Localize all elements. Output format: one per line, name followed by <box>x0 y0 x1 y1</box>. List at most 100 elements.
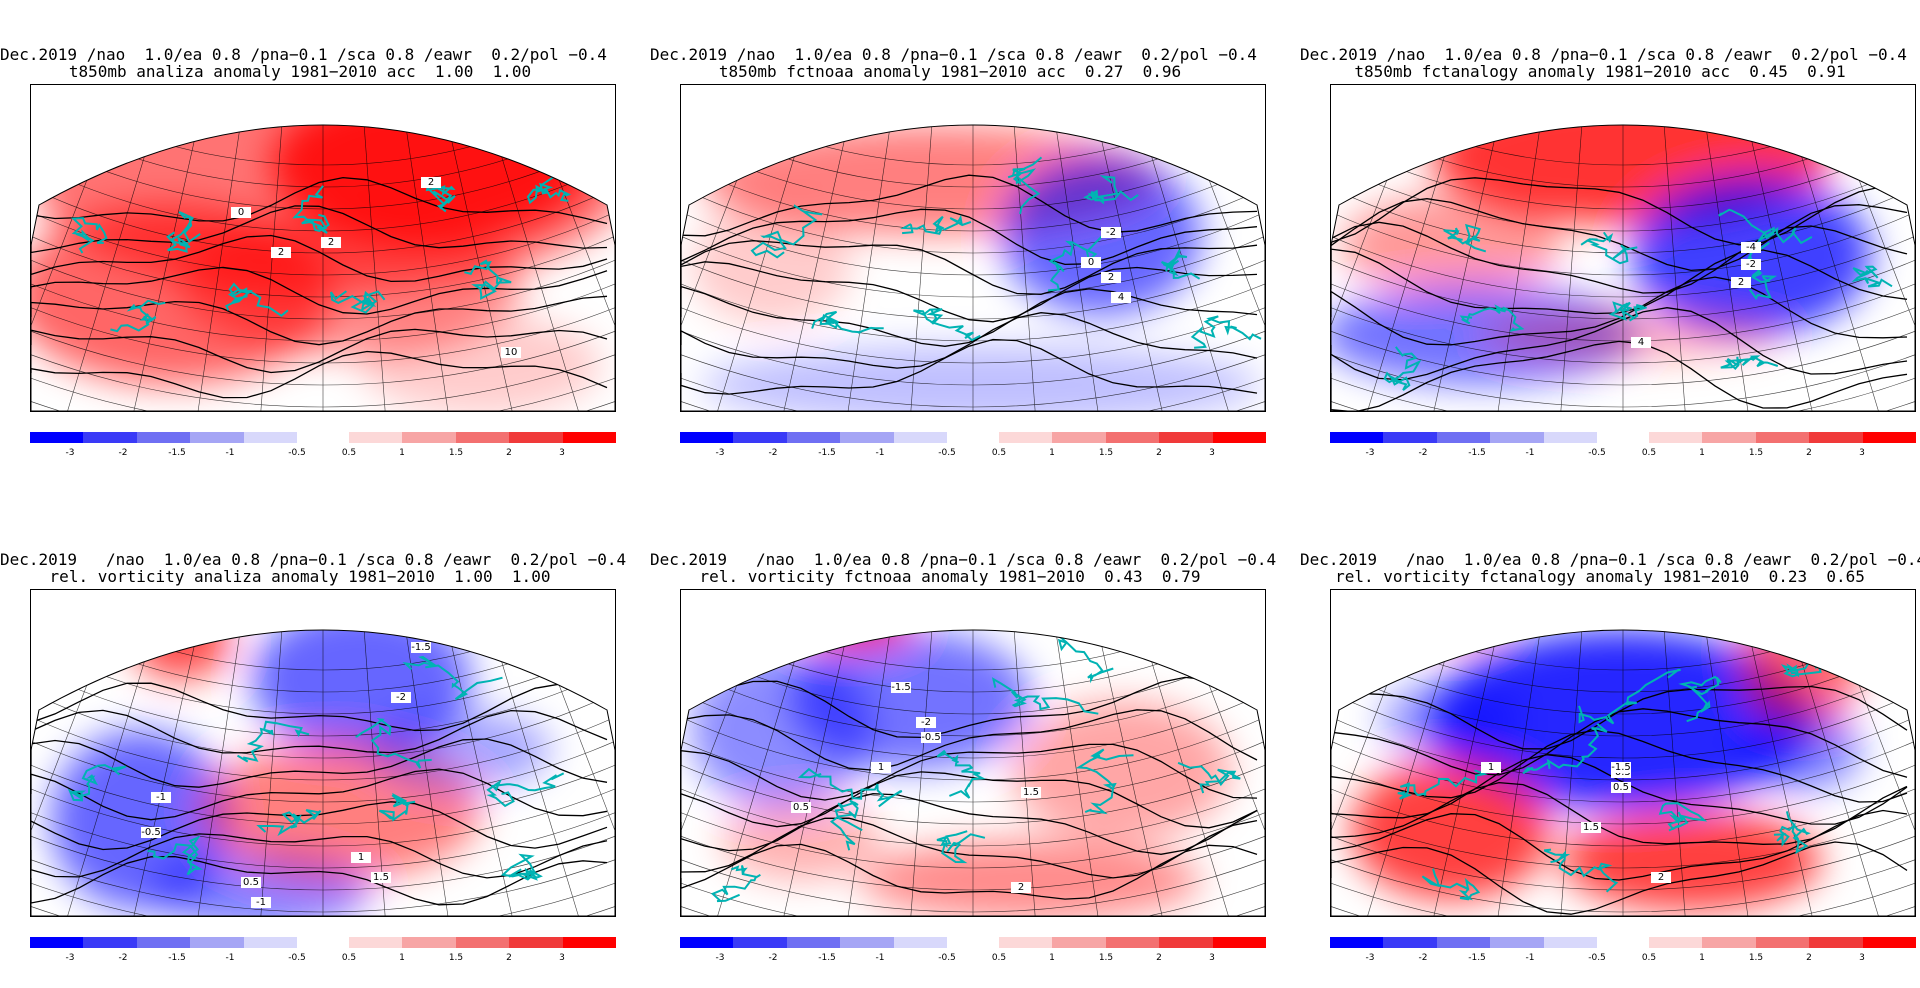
colorbar-tick-label: 3 <box>1209 953 1215 963</box>
contour-label-bg <box>321 237 341 248</box>
panel-title-line1: Dec.2019 /nao 1.0/ea 0.8 /pna−0.1 /sca 0… <box>1300 550 1920 569</box>
colorbar-tick-label: 2 <box>506 448 512 458</box>
colorbar-segment-positive <box>1052 432 1106 443</box>
colorbar-tick-label: 1 <box>1049 448 1055 458</box>
colorbar-tick-label: 1.5 <box>1748 953 1764 963</box>
anomaly-region-warm <box>1351 760 1551 900</box>
panel-title-line2: t850mb analiza anomaly 1981−2010 acc 1.0… <box>68 62 532 81</box>
anomaly-map: -0.5-1.50.511.52 <box>1330 589 1916 917</box>
colorbar-tick-label: -2 <box>768 448 778 458</box>
contour-label: 2 <box>428 177 434 188</box>
contour-label: 0 <box>238 207 244 218</box>
panel-title-line1: Dec.2019 /nao 1.0/ea 0.8 /pna−0.1 /sca 0… <box>1300 45 1907 64</box>
contour-label-bg <box>1581 822 1601 833</box>
contour-label: 2 <box>1658 872 1664 883</box>
colorbar-tick-label: -1.5 <box>1468 448 1486 458</box>
contour-label: -4 <box>1746 242 1756 253</box>
colorbar: -3 -2 -1.5 -1 -0.5 0.5 1 1.5 2 3 <box>30 937 616 967</box>
anomaly-region-warm <box>271 125 591 245</box>
colorbar-tick-label: 2 <box>506 953 512 963</box>
anomaly-region-cold <box>691 650 871 810</box>
colorbar-segment-positive <box>1052 937 1106 948</box>
contour-label: -2 <box>1746 259 1756 270</box>
colorbar-segment-positive <box>1809 432 1863 443</box>
contour-label: 4 <box>1638 337 1644 348</box>
coastlines <box>710 630 1241 903</box>
colorbar-tick-label: -3 <box>1365 953 1375 963</box>
contour-label-bg <box>1481 762 1501 773</box>
contour-label-bg <box>501 347 521 358</box>
contour-label: -1.5 <box>411 642 431 653</box>
colorbar-segment-negative <box>1436 432 1491 443</box>
anomaly-region-cold <box>1741 710 1861 790</box>
colorbar-tick-label: 0.5 <box>1641 448 1657 458</box>
colorbar-tick-label: 1.5 <box>448 953 464 963</box>
colorbar-segment-positive <box>562 432 616 443</box>
graticule <box>1331 630 1915 916</box>
colorbar-tick-label: 2 <box>1806 953 1812 963</box>
colorbar-tick-label: -3 <box>715 448 725 458</box>
contour-label-bg <box>1611 762 1631 773</box>
colorbar-segment-negative <box>30 937 84 948</box>
anomaly-map: -1.5 -2 -1 -0.5 -1 0.5 1 1.5 <box>30 589 616 917</box>
anomaly-region-warm <box>1741 630 1861 730</box>
map-panel-vort-fctanalogy: Dec.2019 /nao 1.0/ea 0.8 /pna−0.1 /sca 0… <box>1300 505 1920 975</box>
contour-lines <box>1331 177 1908 411</box>
colorbar-tick-label: 1 <box>1049 953 1055 963</box>
contour-label-bg <box>1651 872 1671 883</box>
contour-label: 1 <box>878 762 884 773</box>
colorbar-segment-negative <box>680 432 734 443</box>
colorbar-segment-negative <box>243 432 297 443</box>
contour-label-bg <box>871 762 891 773</box>
colorbar-tick-label: 0.5 <box>991 953 1007 963</box>
colorbar-tick-label: 0.5 <box>341 448 357 458</box>
map-domain-outline <box>1331 124 1915 411</box>
map-domain-outline <box>681 124 1265 411</box>
contour-label-bg <box>1741 259 1761 270</box>
panel-title-line1: Dec.2019 /nao 1.0/ea 0.8 /pna−0.1 /sca 0… <box>0 550 627 569</box>
contour-label-bg <box>1741 242 1761 253</box>
colorbar-tick-label: -2 <box>118 448 128 458</box>
coastlines <box>67 655 565 881</box>
colorbar: -3 -2 -1.5 -1 -0.5 0.5 1 1.5 2 3 <box>1330 937 1916 967</box>
colorbar-segment-negative <box>893 937 947 948</box>
colorbar-tick-label: 2 <box>1806 448 1812 458</box>
anomaly-region-cold <box>1381 680 1521 760</box>
contour-label-bg <box>251 897 271 908</box>
colorbar-segment-negative <box>1543 937 1597 948</box>
colorbar-segment-negative <box>136 937 191 948</box>
colorbar-tick-label: -0.5 <box>938 953 956 963</box>
panel-title-line1: Dec.2019 /nao 1.0/ea 0.8 /pna−0.1 /sca 0… <box>650 45 1257 64</box>
contour-label-bg <box>1021 787 1041 798</box>
coastlines <box>1383 208 1893 391</box>
panel-title-line1: Dec.2019 /nao 1.0/ea 0.8 /pna−0.1 /sca 0… <box>0 45 607 64</box>
contour-label: -2 <box>396 692 406 703</box>
colorbar-tick-label: -1.5 <box>168 953 186 963</box>
colorbar-tick-label: 3 <box>559 448 565 458</box>
contour-label: 4 <box>1118 292 1124 303</box>
contour-label-bg <box>421 177 441 188</box>
colorbar: -3 -2 -1.5 -1 -0.5 0.5 1 1.5 2 3 <box>1330 432 1916 462</box>
colorbar-tick-label: -2 <box>768 953 778 963</box>
colorbar-tick-label: -1 <box>875 448 885 458</box>
contour-label-bg <box>916 717 936 728</box>
colorbar: -3 -2 -1.5 -1 -0.5 0.5 1 1.5 2 3 <box>680 937 1266 967</box>
contour-label: 2 <box>1738 277 1744 288</box>
anomaly-region-warm <box>691 205 851 325</box>
contour-label: -0.5 <box>921 732 941 743</box>
colorbar-segment-positive <box>509 937 563 948</box>
contour-label: -1.5 <box>891 682 911 693</box>
panel-title-line2: t850mb fctanalogy anomaly 1981−2010 acc … <box>1354 62 1846 81</box>
contour-lines <box>31 682 608 906</box>
colorbar-tick-label: 1.5 <box>1748 448 1764 458</box>
contour-label-bg <box>411 642 431 653</box>
colorbar-segment-negative <box>1436 937 1491 948</box>
contour-label: -1.5 <box>1611 762 1631 773</box>
colorbar-tick-label: -1 <box>225 448 235 458</box>
contour-label-bg <box>151 792 171 803</box>
colorbar-tick-label: -1 <box>1525 448 1535 458</box>
map-domain-outline <box>31 629 615 916</box>
coastlines <box>750 156 1262 349</box>
map-panel-vort-analiza: Dec.2019 /nao 1.0/ea 0.8 /pna−0.1 /sca 0… <box>0 505 627 975</box>
anomaly-region-cold <box>701 345 1261 411</box>
